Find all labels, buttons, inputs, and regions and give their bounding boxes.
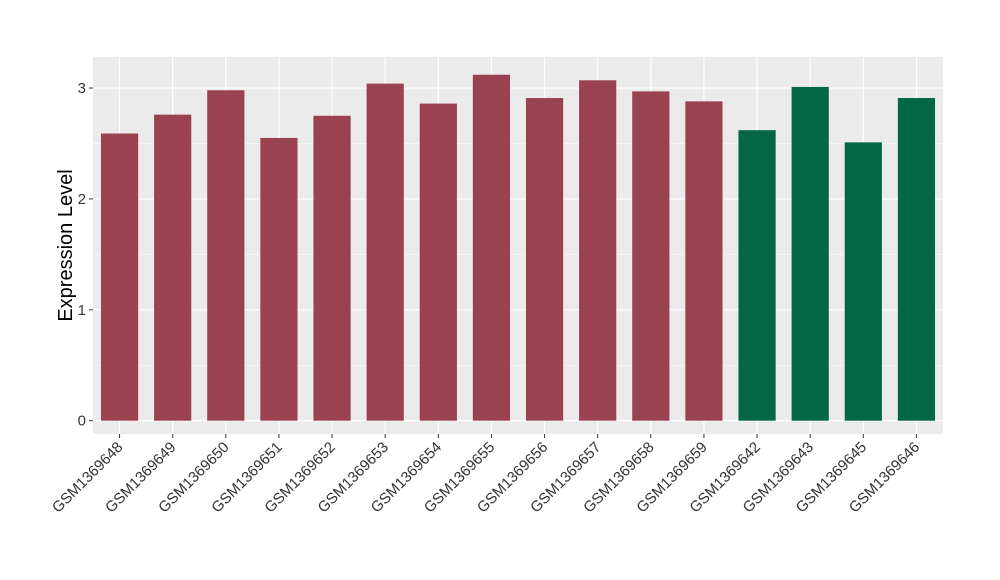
bar bbox=[207, 90, 245, 421]
bar bbox=[419, 103, 457, 421]
bar bbox=[791, 86, 829, 421]
bar bbox=[525, 98, 564, 421]
y-tick-label: 0 bbox=[78, 413, 86, 430]
bar bbox=[260, 137, 298, 421]
bar bbox=[632, 91, 670, 421]
bar bbox=[579, 80, 617, 421]
bar bbox=[366, 83, 404, 421]
bar bbox=[844, 142, 882, 421]
y-tick-label: 1 bbox=[78, 302, 86, 319]
y-tick-label: 3 bbox=[78, 80, 86, 97]
bar bbox=[313, 115, 351, 421]
bar bbox=[685, 101, 723, 421]
bar bbox=[154, 114, 192, 421]
bar bbox=[100, 133, 139, 421]
bars bbox=[100, 74, 936, 421]
bar bbox=[897, 98, 936, 421]
y-axis-title: Expression Level bbox=[55, 169, 77, 321]
y-tick-label: 2 bbox=[78, 191, 86, 208]
x-axis: GSM1369648GSM1369649GSM1369650GSM1369651… bbox=[49, 434, 923, 516]
bar bbox=[472, 74, 511, 421]
y-axis: 0 1 2 3 bbox=[78, 80, 93, 430]
bar bbox=[738, 130, 776, 421]
